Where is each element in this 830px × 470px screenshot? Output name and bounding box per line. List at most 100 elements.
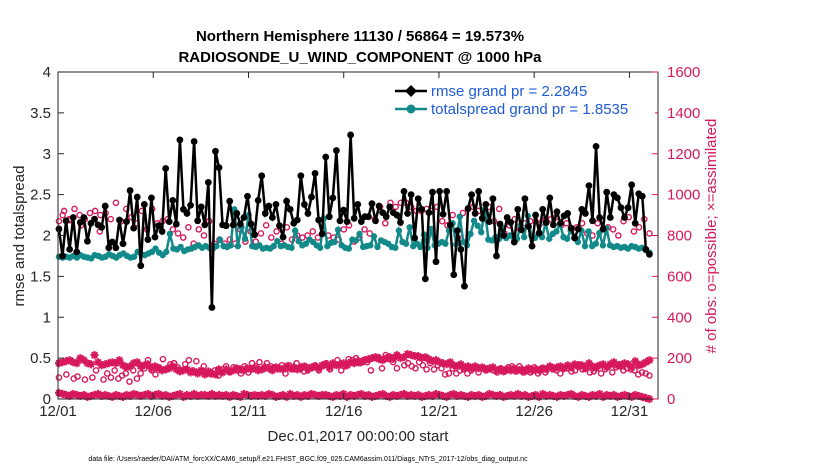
obs-assimilated-point-stroke bbox=[172, 365, 180, 373]
rmse-point bbox=[407, 191, 415, 199]
obs-assimilated-low-point-stroke bbox=[190, 390, 198, 398]
obs-assimilated-point-stroke bbox=[471, 362, 479, 370]
rmse-point bbox=[425, 209, 433, 217]
obs-assimilated-point-stroke bbox=[94, 358, 102, 366]
rmse-point bbox=[155, 222, 162, 230]
obs-possible-point bbox=[55, 374, 63, 381]
rmse-point bbox=[293, 216, 301, 224]
rmse-point bbox=[510, 238, 518, 246]
obs-assimilated-point-stroke bbox=[432, 356, 440, 364]
rmse-point bbox=[340, 206, 347, 214]
totalspread-point bbox=[356, 230, 363, 238]
rmse-point bbox=[244, 192, 251, 200]
y-right-tick-label: 800 bbox=[667, 228, 692, 245]
rmse-point bbox=[215, 164, 223, 172]
totalspread-point bbox=[331, 238, 338, 246]
rmse-point bbox=[485, 218, 493, 226]
rmse-point bbox=[222, 222, 230, 230]
rmse-point bbox=[240, 214, 248, 221]
rmse-point bbox=[496, 220, 504, 228]
obs-possible-point bbox=[107, 374, 115, 381]
y-left-tick-label: 2 bbox=[43, 228, 51, 245]
rmse-point bbox=[546, 194, 554, 202]
rmse-point bbox=[375, 202, 383, 210]
y-left-tick-label: 3.5 bbox=[30, 105, 51, 122]
rmse-point bbox=[393, 211, 401, 219]
rmse-point bbox=[197, 203, 205, 211]
obs-assimilated-point-stroke bbox=[290, 363, 298, 371]
obs-assimilated-low-point-stroke bbox=[176, 390, 184, 398]
obs-assimilated-point-stroke bbox=[628, 363, 636, 371]
obs-assimilated-point-stroke bbox=[144, 360, 152, 368]
obs-possible-point bbox=[557, 370, 564, 377]
x-axis-label: Dec.01,2017 00:00:00 start bbox=[268, 428, 450, 445]
rmse-point bbox=[468, 191, 475, 199]
rmse-point bbox=[382, 213, 390, 221]
rmse-point bbox=[286, 205, 294, 213]
rmse-point bbox=[461, 282, 468, 290]
obs-possible-point bbox=[441, 371, 449, 378]
obs-assimilated-point-stroke bbox=[73, 359, 81, 367]
obs-assimilated-point-stroke bbox=[564, 361, 572, 369]
rmse-point bbox=[525, 223, 532, 230]
obs-assimilated-low-point-stroke bbox=[357, 390, 365, 398]
rmse-point bbox=[432, 258, 440, 266]
y-left-tick-label: 3 bbox=[43, 146, 51, 163]
totalspread-point bbox=[402, 240, 410, 247]
rmse-point bbox=[571, 234, 579, 242]
totalspread-point bbox=[316, 244, 324, 251]
rmse-point bbox=[628, 181, 636, 189]
obs-possible-point bbox=[74, 373, 81, 380]
obs-assimilated-point-stroke bbox=[578, 361, 586, 369]
chart-title: Northern Hemisphere 11130 / 56864 = 19.5… bbox=[196, 28, 524, 45]
obs-possible-point bbox=[111, 367, 118, 374]
obs-possible-point bbox=[638, 369, 646, 376]
obs-possible-point bbox=[445, 370, 453, 377]
obs-assimilated-low-point-stroke bbox=[567, 390, 575, 398]
totalspread-point bbox=[392, 244, 399, 251]
rmse-point bbox=[105, 244, 113, 252]
rmse-point bbox=[212, 147, 219, 155]
totalspread-point bbox=[227, 242, 234, 249]
obs-possible-point bbox=[159, 355, 167, 363]
obs-possible-point bbox=[137, 370, 144, 377]
legend-spread-label: totalspread grand pr = 1.8535 bbox=[431, 101, 628, 118]
x-tick-label: 12/16 bbox=[325, 403, 363, 420]
obs-assimilated-point-stroke bbox=[510, 364, 518, 372]
obs-assimilated-low-point-stroke bbox=[514, 390, 522, 398]
rmse-point bbox=[73, 248, 81, 256]
data-file-footer: data file: /Users/raeder/DAI/ATM_forcXX/… bbox=[88, 456, 528, 463]
rmse-point bbox=[148, 194, 155, 202]
obs-assimilated-point-stroke bbox=[119, 361, 127, 369]
obs-assimilated-low-point-stroke bbox=[596, 390, 604, 398]
obs-assimilated-point-stroke bbox=[311, 362, 319, 370]
obs-possible-high-point bbox=[309, 228, 317, 235]
rmse-point bbox=[201, 221, 209, 229]
rmse-point bbox=[268, 214, 276, 221]
obs-assimilated-point-stroke bbox=[610, 358, 618, 366]
rmse-point bbox=[126, 187, 134, 194]
obs-possible-high-point bbox=[361, 226, 368, 233]
rmse-point bbox=[493, 252, 500, 260]
x-tick-label: 12/01 bbox=[39, 403, 77, 420]
rmse-point bbox=[140, 201, 148, 208]
obs-assimilated-point bbox=[115, 356, 124, 365]
rmse-point bbox=[236, 220, 244, 228]
obs-possible-high-point bbox=[438, 217, 446, 225]
obs-possible-high-point bbox=[257, 230, 265, 237]
obs-possible-point bbox=[597, 370, 605, 377]
obs-assimilated-low-point-stroke bbox=[155, 390, 163, 398]
obs-assimilated-low-point-stroke bbox=[208, 390, 216, 398]
legend-spread-marker bbox=[406, 104, 416, 114]
obs-assimilated-point-stroke bbox=[90, 351, 99, 359]
obs-assimilated-low-point-stroke bbox=[496, 391, 504, 399]
obs-assimilated-low-point-stroke bbox=[94, 390, 102, 398]
rmse-point bbox=[453, 227, 461, 234]
rmse-point bbox=[318, 230, 326, 238]
obs-possible-high-point bbox=[169, 226, 177, 233]
y-right-tick-label: 400 bbox=[667, 309, 692, 326]
rmse-point bbox=[91, 215, 98, 223]
obs-assimilated-low-point-stroke bbox=[162, 391, 170, 399]
totalspread-point bbox=[585, 228, 592, 235]
